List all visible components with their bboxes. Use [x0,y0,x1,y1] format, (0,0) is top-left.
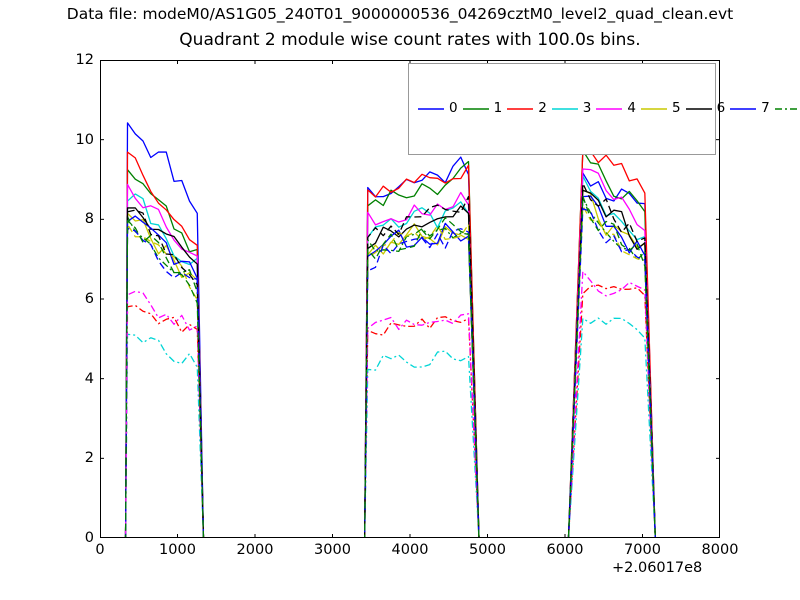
legend-swatch-0 [418,108,444,110]
legend-label-1: 1 [493,100,503,117]
x-tick-label: 1000 [159,542,196,558]
series-line-14 [100,208,720,538]
legend-label-0: 0 [449,100,458,117]
legend-swatch-4 [596,108,623,110]
series-line-4 [100,168,720,538]
plot-area [100,60,720,538]
series-line-15 [100,195,720,538]
series-line-11 [100,270,720,538]
legend-entry-7[interactable]: 7 [725,67,770,151]
legend-entry-0[interactable]: 0 [413,67,458,151]
y-tick-label: 10 [75,131,94,148]
series-line-0 [100,122,720,538]
legend-entry-6[interactable]: 6 [681,67,726,151]
y-tick-label: 0 [84,530,94,546]
x-tick-label: 5000 [469,542,506,558]
series-line-2 [100,149,720,538]
legend-entry-2[interactable]: 2 [502,67,547,151]
series-line-10 [100,317,720,538]
series-line-1 [100,149,720,538]
legend-label-7: 7 [761,100,770,117]
x-tick-label: 8000 [701,542,739,558]
legend-entry-1[interactable]: 1 [458,67,503,151]
x-tick-label: 3000 [314,542,351,558]
legend-swatch-5 [640,108,667,110]
x-tick-label: 0 [95,542,105,558]
legend-grid: 0123456789101112131415 [409,64,800,154]
x-axis-offset-label: +2.06017e8 [612,560,703,576]
legend-label-6: 6 [716,100,726,117]
legend-box: 0123456789101112131415 [408,63,800,155]
legend-entry-8[interactable]: 8 [770,67,800,151]
legend-swatch-6 [685,108,712,110]
legend-swatch-2 [507,108,534,110]
series-line-6 [100,189,720,538]
series-line-9 [100,284,720,538]
chart-title: Quadrant 2 module wise count rates with … [179,30,641,50]
plot-svg [100,60,720,538]
series-layer [100,122,720,538]
x-tick-label: 7000 [624,542,661,558]
legend-label-3: 3 [582,100,592,117]
legend-label-2: 2 [538,100,547,117]
legend-label-5: 5 [671,100,681,117]
x-tick-label: 6000 [546,542,584,558]
legend-swatch-3 [551,108,578,110]
y-tick-label: 12 [75,52,94,68]
legend-entry-3[interactable]: 3 [547,67,592,151]
x-tick-label: 2000 [236,542,274,558]
series-line-13 [100,182,720,538]
data-file-label: Data file: modeM0/AS1G05_240T01_90000005… [66,5,734,23]
legend-swatch-1 [462,108,489,110]
y-tick-label: 2 [84,450,94,467]
legend-label-4: 4 [627,100,636,117]
x-tick-label: 4000 [391,542,429,558]
y-tick-label: 6 [84,291,94,307]
y-tick-label: 8 [84,211,94,228]
legend-entry-4[interactable]: 4 [591,67,636,151]
y-tick-label: 4 [84,370,94,387]
series-line-8 [100,197,720,538]
axes-layer [100,60,720,538]
legend-swatch-7 [730,108,757,110]
series-line-12 [100,205,720,538]
legend-swatch-8 [774,108,800,110]
legend-entry-5[interactable]: 5 [636,67,681,151]
